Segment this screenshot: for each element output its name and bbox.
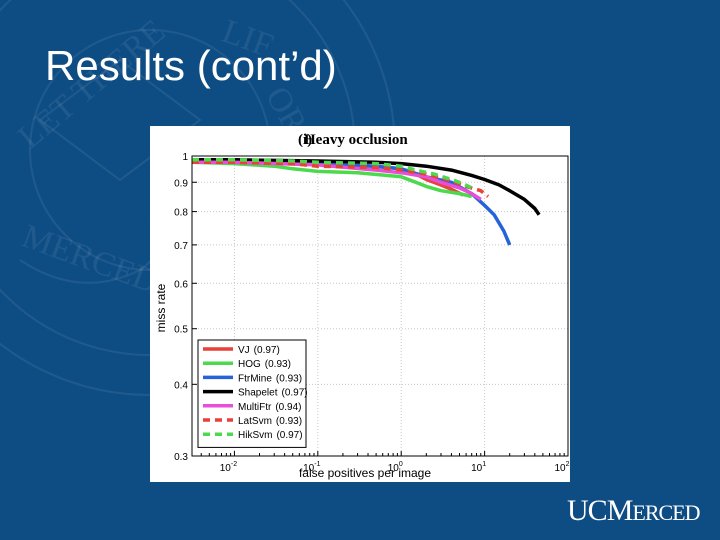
legend-box <box>197 339 307 448</box>
x-tick-exp: 1 <box>482 461 486 468</box>
legend-entry: HOG (0.93) <box>238 359 291 370</box>
uc-merced-logo: UCMERCED <box>567 494 701 528</box>
x-tick-base: 10 <box>388 463 400 474</box>
legend: VJ (0.97)HOG (0.93)FtrMine (0.93)Shapelet (0… <box>197 339 308 448</box>
legend-series-name: LatSvm <box>238 416 272 427</box>
series-line-ftrmine <box>192 160 512 246</box>
x-tick-label: 10-1 <box>303 461 320 474</box>
y-tick-label: 0.6 <box>174 279 188 290</box>
legend-series-name: HOG <box>238 359 261 370</box>
series-layer <box>191 158 541 246</box>
legend-series-score: (0.93) <box>276 373 302 384</box>
x-tick-exp: -1 <box>314 461 320 468</box>
legend-entry: VJ (0.97) <box>238 345 280 356</box>
legend-series-name: Shapelet <box>238 388 278 399</box>
roc-chart: 10-2 10-1 100 101 1020.30.40.50.60.70.80.91 … <box>154 132 570 480</box>
legend-series-name: FtrMine <box>238 373 272 384</box>
x-tick-exp: -2 <box>231 461 237 468</box>
slide-title: Results (cont’d) <box>45 42 337 89</box>
chart-figure: 10-2 10-1 100 101 102 0.3 0.4 0.5 0.6 0.7 0.8 0.9 1 … <box>150 126 570 482</box>
legend-series-name: VJ <box>238 345 250 356</box>
chart-title: Heavy occlusion <box>304 132 408 148</box>
x-tick-label: 102 <box>554 461 569 474</box>
logo-erced: ERCED <box>632 500 700 525</box>
x-axis-label: false positives per image <box>299 466 431 480</box>
x-tick-label: 100 <box>388 461 403 474</box>
legend-series-score: (0.97) <box>254 345 280 356</box>
y-tick-label: 0.5 <box>174 325 188 336</box>
x-tick-exp: 2 <box>566 461 570 468</box>
legend-series-name: HikSvm <box>238 430 272 441</box>
logo-uc: UC <box>567 494 608 527</box>
x-tick-base: 10 <box>471 463 483 474</box>
y-axis-label: miss rate <box>154 283 168 332</box>
x-tick-exp: 0 <box>399 461 403 468</box>
y-tick-label: 0.4 <box>174 380 188 391</box>
y-tick-label: 0.9 <box>174 178 188 189</box>
legend-entry: MultiFtr (0.94) <box>238 402 301 413</box>
legend-series-score: (0.93) <box>276 416 302 427</box>
legend-series-score: (0.97) <box>281 388 307 399</box>
legend-entry: LatSvm (0.93) <box>238 416 302 427</box>
y-tick-label: 0.3 <box>174 452 188 463</box>
svg-text:MERCED: MERCED <box>17 218 163 301</box>
y-tick-label: 1 <box>182 152 188 163</box>
x-tick-base: 10 <box>303 463 315 474</box>
x-tick-base: 10 <box>220 463 232 474</box>
series-line-hog <box>191 160 473 199</box>
series-line-hiksvm <box>192 158 473 190</box>
legend-series-score: (0.93) <box>265 359 291 370</box>
x-tick-base: 10 <box>554 463 566 474</box>
legend-series-name: MultiFtr <box>238 402 272 413</box>
y-tick-label: 0.7 <box>174 241 188 252</box>
x-tick-label: 101 <box>471 461 486 474</box>
x-tick-label: 10-2 <box>220 461 237 474</box>
legend-entry: HikSvm (0.97) <box>238 430 303 441</box>
chart-title-index: (i) <box>298 132 312 148</box>
legend-entry: FtrMine (0.93) <box>238 373 302 384</box>
y-tick-label: 0.8 <box>174 208 188 219</box>
legend-series-score: (0.94) <box>275 402 301 413</box>
plot-frame <box>191 155 569 457</box>
logo-m: M <box>606 494 634 527</box>
legend-entry: Shapelet (0.97) <box>238 388 308 399</box>
legend-series-score: (0.97) <box>276 430 302 441</box>
